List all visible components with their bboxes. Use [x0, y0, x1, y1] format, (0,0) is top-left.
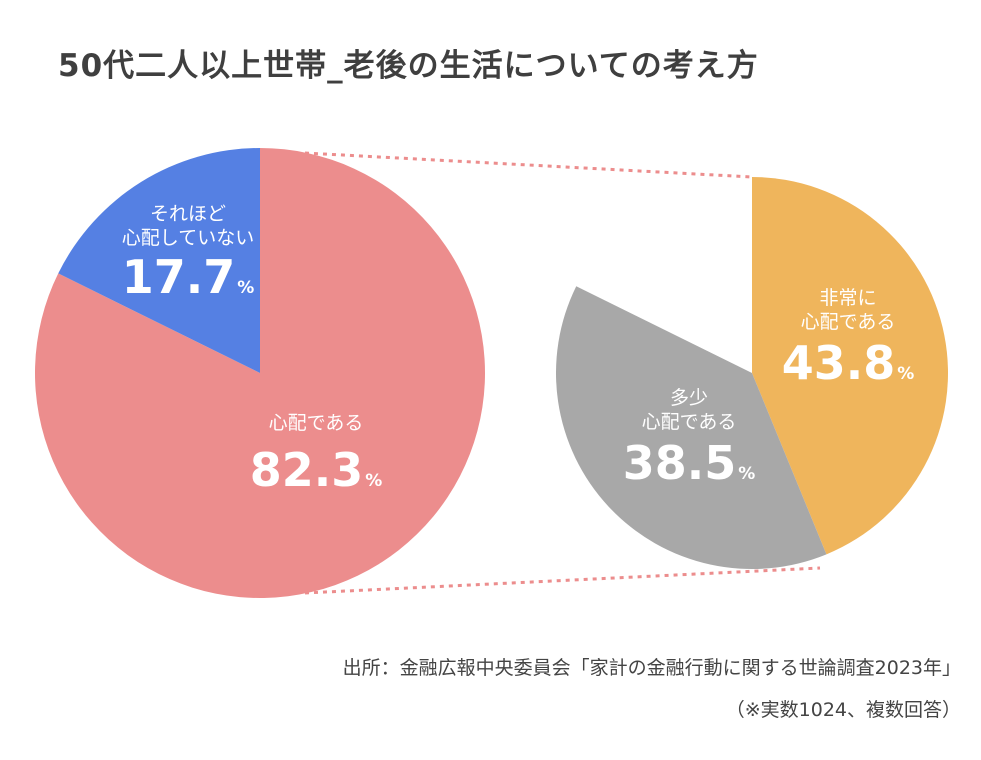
label-not-worried-line1: それほど	[149, 203, 227, 225]
label-somewhat-worried-line1: 多少	[669, 387, 709, 409]
label-very-worried: 非常に 心配である 43.8%	[782, 286, 915, 390]
slice-very-worried	[752, 177, 949, 555]
label-very-worried-line1: 非常に	[819, 287, 877, 309]
source-text: 出所：金融広報中央委員会「家計の金融行動に関する世論調査2023年」	[342, 657, 961, 679]
chart-title: 50代二人以上世帯_老後の生活についての考え方	[58, 48, 759, 84]
label-not-worried: それほど 心配していない 17.7%	[122, 202, 255, 304]
note-text: （※実数1024、複数回答）	[725, 699, 961, 721]
label-very-worried-line2: 心配である	[800, 311, 896, 333]
label-somewhat-worried: 多少 心配である 38.5%	[623, 386, 756, 490]
unit: %	[897, 364, 915, 384]
value-not-worried: 17.7	[121, 250, 236, 304]
value-worried: 82.3	[249, 443, 364, 497]
unit: %	[738, 464, 756, 484]
connector-line-bottom	[304, 566, 821, 595]
slice-somewhat-worried	[556, 286, 827, 569]
label-somewhat-worried-line2: 心配である	[641, 411, 737, 433]
value-somewhat-worried: 38.5	[622, 436, 737, 490]
label-not-worried-line2: 心配していない	[121, 227, 255, 249]
slice-worried	[35, 148, 486, 598]
unit: %	[365, 471, 383, 491]
slice-not-worried	[58, 148, 260, 373]
unit: %	[237, 278, 255, 298]
label-worried: 心配である 82.3%	[250, 411, 383, 497]
label-worried-line1: 心配である	[268, 412, 364, 434]
connector-line-top	[304, 151, 753, 179]
value-very-worried: 43.8	[781, 336, 896, 390]
